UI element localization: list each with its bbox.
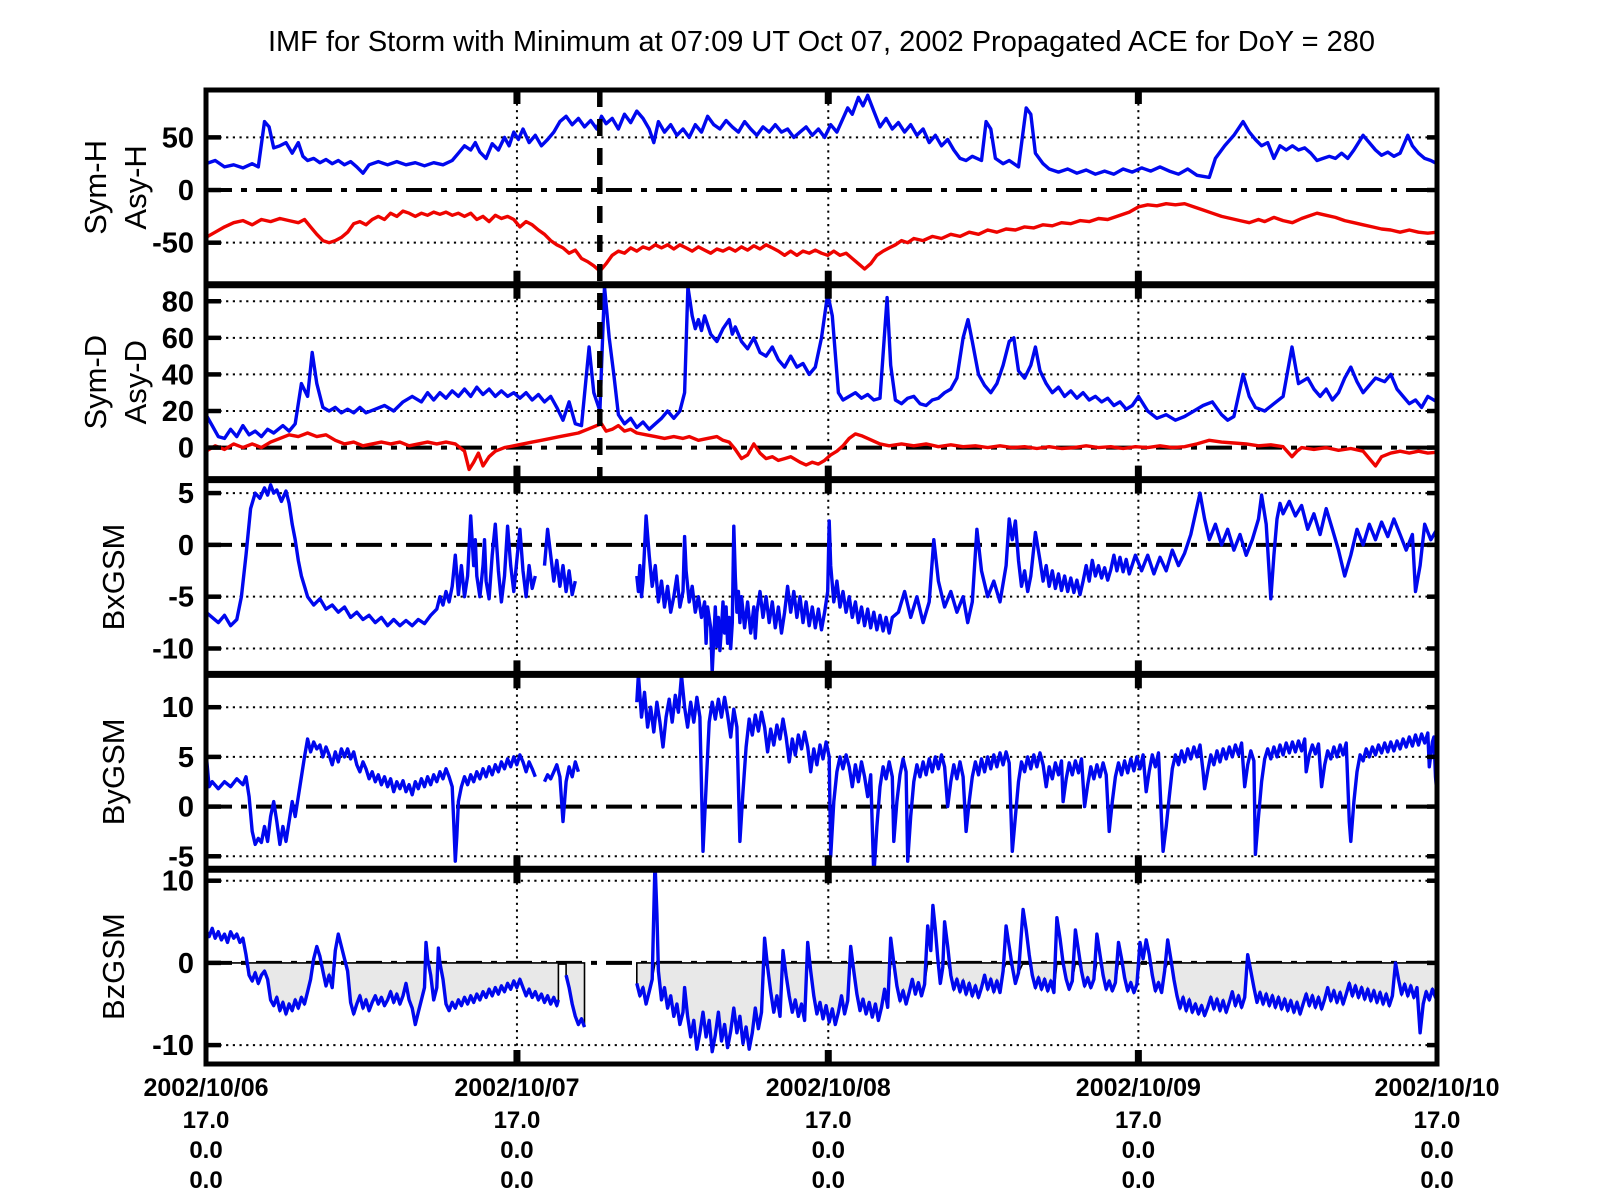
outer-frame bbox=[203, 87, 1440, 1067]
y-tick-label: 0 bbox=[178, 433, 194, 465]
hour-label: 0.0 bbox=[500, 1137, 533, 1164]
panel-4 bbox=[207, 870, 1436, 1064]
y-tick-label: 80 bbox=[162, 286, 194, 318]
date-label: 2002/10/09 bbox=[1076, 1074, 1201, 1102]
hour-label: 0.0 bbox=[1420, 1137, 1453, 1164]
hour-label: 0.0 bbox=[1122, 1137, 1155, 1164]
panel-frame bbox=[204, 672, 1439, 872]
y-tick-label: -5 bbox=[168, 841, 194, 873]
series-Sym-D bbox=[207, 285, 1436, 441]
panel-ylabel: BzGSM bbox=[96, 913, 131, 1020]
y-tick-label: -5 bbox=[168, 582, 194, 614]
hour-label: 0.0 bbox=[1420, 1167, 1453, 1194]
series-Asy-D bbox=[207, 422, 1436, 472]
negative-fill bbox=[207, 962, 560, 1025]
y-tick-label: 10 bbox=[162, 692, 194, 724]
panel-3 bbox=[207, 675, 1436, 869]
hour-label: 0.0 bbox=[500, 1167, 533, 1194]
hour-label: 17.0 bbox=[1414, 1107, 1461, 1134]
panel-ylabel: Sym-H bbox=[78, 140, 113, 235]
y-tick-label: 0 bbox=[178, 530, 194, 562]
y-tick-label: 0 bbox=[178, 792, 194, 824]
y-tick-label: 5 bbox=[178, 478, 194, 510]
chart-title: IMF for Storm with Minimum at 07:09 UT O… bbox=[267, 26, 1376, 58]
y-tick-label: 40 bbox=[162, 359, 194, 391]
series-BzGSM bbox=[207, 926, 561, 1027]
hour-label: 0.0 bbox=[189, 1137, 222, 1164]
series-BxGSM bbox=[542, 527, 577, 597]
y-tick-label: 0 bbox=[178, 948, 194, 980]
series-Asy-H bbox=[207, 201, 1436, 273]
y-tick-label: 60 bbox=[162, 323, 194, 355]
hour-label: 0.0 bbox=[1122, 1167, 1155, 1194]
panel-frame bbox=[204, 477, 1439, 677]
y-tick-label: 0 bbox=[178, 175, 194, 207]
y-tick-label: 5 bbox=[178, 742, 194, 774]
hour-label: 17.0 bbox=[805, 1107, 852, 1134]
series-Sym-H bbox=[207, 93, 1436, 180]
series-BzGSM bbox=[635, 870, 1436, 1054]
panel-frame bbox=[204, 282, 1439, 482]
series-BxGSM bbox=[207, 483, 537, 628]
series-ByGSM bbox=[542, 760, 581, 824]
y-tick-label: 10 bbox=[162, 866, 194, 898]
panel-frame bbox=[204, 88, 1439, 287]
y-tick-label: 50 bbox=[162, 122, 194, 154]
hour-label: 17.0 bbox=[183, 1107, 230, 1134]
series-ByGSM bbox=[635, 675, 1436, 869]
panel-ylabel: ByGSM bbox=[96, 718, 131, 825]
series-BxGSM bbox=[635, 491, 1436, 674]
hour-label: 0.0 bbox=[812, 1167, 845, 1194]
date-label: 2002/10/08 bbox=[766, 1074, 891, 1102]
panel-0 bbox=[207, 91, 1436, 284]
hour-label: 0.0 bbox=[812, 1137, 845, 1164]
panel-ylabel: BxGSM bbox=[96, 524, 131, 631]
panel-ylabel: Asy-H bbox=[118, 145, 153, 229]
panel-1 bbox=[207, 285, 1436, 479]
hour-label: 17.0 bbox=[494, 1107, 541, 1134]
y-tick-label: 20 bbox=[162, 396, 194, 428]
series-BzGSM bbox=[564, 974, 587, 1028]
date-label: 2002/10/06 bbox=[143, 1074, 268, 1102]
y-tick-label: -10 bbox=[152, 1030, 194, 1062]
panel-2 bbox=[207, 480, 1436, 674]
panel-ylabel: Asy-D bbox=[118, 340, 153, 424]
series-ByGSM bbox=[207, 737, 537, 863]
date-label: 2002/10/07 bbox=[454, 1074, 579, 1102]
date-label: 2002/10/10 bbox=[1374, 1074, 1499, 1102]
panel-ylabel: Sym-D bbox=[78, 335, 113, 430]
y-tick-label: -10 bbox=[152, 633, 194, 665]
hour-label: 17.0 bbox=[1115, 1107, 1162, 1134]
hour-label: 0.0 bbox=[189, 1167, 222, 1194]
y-tick-label: -50 bbox=[152, 228, 194, 260]
